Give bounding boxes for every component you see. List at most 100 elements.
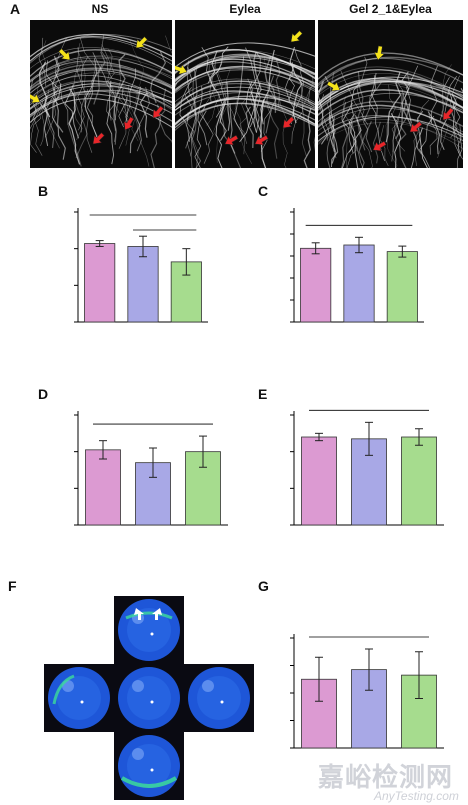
vessel-branch [340,70,366,121]
yellow-arrow-icon-shape [290,30,303,43]
vessel-branch [185,110,199,168]
red-arrow-icon [282,116,295,129]
vessel-line [30,60,172,90]
vessel-line [30,55,172,83]
watermark-text: 嘉峪检测网 [318,762,454,792]
vessel-line [318,76,463,106]
vessel-line [318,77,463,109]
vessel-branch [260,102,272,152]
vessel-branch [362,81,383,153]
eye-inner [127,676,171,720]
vessel-branch [113,54,126,121]
yellow-arrow-icon [135,36,148,49]
fluorescein-cross-images [44,596,254,800]
vessel-branch [279,98,288,168]
vessel-branch [258,55,269,122]
yellow-arrow-icon [30,92,41,104]
panel-letter-a: A [10,1,21,17]
vessel-image-gel [318,20,463,168]
vessel-branch [67,100,82,167]
eye-image [114,664,184,732]
vessel-branch [128,92,139,142]
panel-letter-d: D [38,386,49,402]
vessel-branch [254,51,261,133]
staining-green [52,674,75,705]
vessel-branch [391,114,401,162]
red-arrow-icon-shape [282,116,295,129]
vessel-branch [114,95,121,145]
vessel-branch [307,87,315,152]
vessel-branch [216,63,225,124]
vessel-branch [33,102,43,156]
vessel-branch [157,88,172,144]
vessel-branch [439,77,450,122]
vessel-line [318,119,463,149]
vessel-branch [440,94,458,150]
vessel-branch [354,115,362,168]
vessel-branch [319,94,337,159]
image-title-eylea: Eylea [229,2,261,16]
vessel-branch [40,99,46,147]
vessel-branch [186,69,198,121]
vessel-branch [324,75,335,153]
vessel-branch [406,65,419,110]
vessel-line [175,102,315,129]
vessel-branch [185,65,199,149]
vessel-branch [385,71,402,143]
vessel-line [175,98,315,126]
panel-letter-g: G [258,578,269,594]
vessel-branch [186,111,195,168]
red-arrow-icon [92,132,105,145]
vessel-branch [207,46,229,84]
vessel-branch [202,65,216,132]
vessel-branch [369,75,385,162]
red-arrow-icon-shape [442,107,454,121]
vessel-branch [45,60,60,105]
bar-0 [85,449,121,526]
vessel-line [30,63,172,89]
vessel-branch [341,102,354,154]
vessel-line [175,65,315,93]
red-arrow-icon-shape [152,105,164,119]
vessel-branch [450,75,460,154]
vessel-line [30,33,172,58]
vessel-line [318,116,463,143]
eye-image [114,732,184,800]
vessel-branch [443,76,457,118]
vessel-branch [294,49,304,109]
watermark-url: AnyTesting.com [374,789,459,803]
vessel-branch [275,59,281,107]
vessel-branch [401,71,412,124]
staining-green [125,611,173,620]
vessel-branch [372,121,381,164]
vessel-branch [106,80,115,165]
yellow-arrow-icon-shape [58,48,71,61]
light-spot [150,768,154,772]
vessel-branch [136,86,150,152]
vessel-branch [184,87,197,157]
vessel-branch [197,85,208,146]
panel-letter-f: F [8,578,17,594]
red-arrow-icon [152,105,164,119]
bar-2 [401,436,437,526]
vessel-line [30,61,172,88]
chart-vessel-area-density-conv [74,208,208,323]
vessel-line [175,55,315,86]
vessel-branch [326,116,336,168]
vessel-branch [84,58,98,140]
vessel-branch [450,97,458,139]
vessel-branch [266,94,279,159]
vessel-branch [239,96,248,155]
red-arrow-icon [442,107,454,121]
vessel-line [30,82,172,109]
vessel-branch [437,64,452,159]
vessel-branch [127,102,150,167]
eye-reflection [132,680,144,692]
vessel-branch [260,49,275,125]
vessel-line [318,104,463,136]
vessel-image-eylea [175,20,315,168]
vessel-branch [288,64,296,101]
vessel-image-ns [30,20,172,168]
vessel-branch [194,110,207,168]
vessel-branch [77,43,91,99]
